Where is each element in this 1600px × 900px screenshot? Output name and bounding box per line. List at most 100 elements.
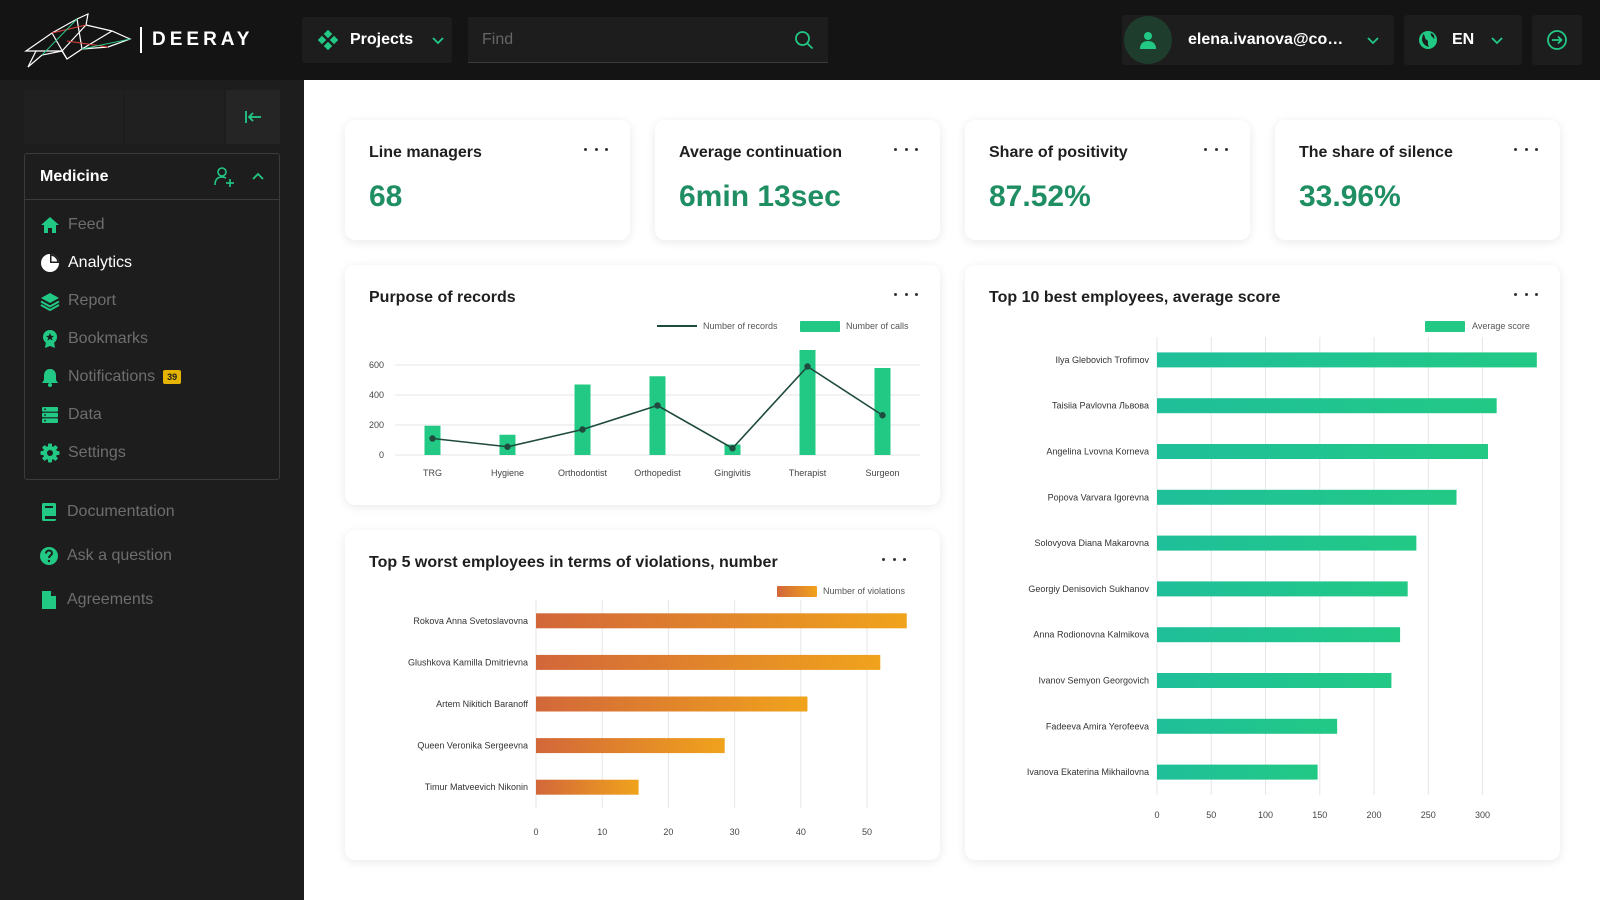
more-options-icon[interactable] (1514, 142, 1538, 156)
diamond-grid-icon (318, 30, 338, 50)
bar-number-of-calls (799, 350, 816, 455)
sidebar-item-feed[interactable]: Feed (25, 206, 279, 244)
stat-card-share-positivity: Share of positivity 87.52% (965, 120, 1250, 240)
sidebar-item-analytics[interactable]: Analytics (25, 244, 279, 282)
sidebar-item-report[interactable]: Report (25, 282, 279, 320)
more-options-icon[interactable] (894, 287, 918, 301)
bar-average-score (1157, 581, 1408, 597)
notification-count-badge: 39 (163, 370, 182, 384)
x-tick-label: 0 (533, 827, 538, 837)
sidebar-item-documentation[interactable]: Documentation (24, 490, 280, 534)
chart-card-best: Top 10 best employees, average score Ave… (965, 265, 1560, 860)
y-tick-label: Rokova Anna Svetoslavovna (413, 616, 528, 626)
user-icon (1140, 32, 1156, 49)
user-menu[interactable]: elena.ivanova@com... (1122, 15, 1394, 65)
bar-number-of-calls (649, 376, 666, 455)
x-tick-label: TRG (423, 468, 442, 478)
worst-employees-chart: Number of violations 0 10 20 30 40 50 Rokova An… (408, 586, 907, 837)
bar-number-of-violations (536, 738, 725, 754)
avatar (1124, 16, 1172, 64)
x-tick-label: 250 (1421, 810, 1436, 820)
bar-average-score (1157, 718, 1338, 734)
logo-separator (140, 27, 142, 53)
stat-value: 33.96% (1299, 180, 1401, 213)
layers-icon (40, 291, 60, 311)
sidebar-item-label: Data (68, 406, 102, 423)
x-tick-label: 150 (1312, 810, 1327, 820)
x-tick-label: 30 (730, 827, 740, 837)
sidebar-item-notifications[interactable]: Notifications 39 (25, 358, 279, 396)
stat-value: 68 (369, 180, 403, 213)
search-icon[interactable] (794, 30, 814, 50)
bar-number-of-violations (536, 654, 881, 670)
stat-title: Share of positivity (989, 144, 1128, 161)
language-selector[interactable]: EN (1404, 15, 1522, 65)
bar-average-score (1157, 352, 1537, 368)
add-user-button[interactable] (213, 166, 235, 188)
legend-label: Number of calls (846, 321, 909, 331)
y-tick-label: Angelina Lvovna Korneva (1046, 447, 1149, 457)
sidebar-item-label: Feed (68, 216, 105, 233)
stat-value: 87.52% (989, 180, 1091, 213)
y-tick-label: Artem Nikitich Baranoff (436, 699, 528, 709)
pie-chart-icon (40, 253, 60, 273)
sidebar-item-agreements[interactable]: Agreements (24, 578, 280, 622)
point-number-of-records (429, 435, 436, 442)
point-number-of-records (579, 426, 586, 433)
y-tick-label: Timur Matveevich Nikonin (425, 782, 528, 792)
collapse-sidebar-button[interactable] (226, 90, 280, 144)
sidebar-item-settings[interactable]: Settings (25, 434, 279, 472)
stat-card-line-managers: Line managers 68 (345, 120, 630, 240)
bar-average-score (1157, 535, 1417, 551)
search-input[interactable] (482, 30, 794, 49)
book-icon (39, 502, 59, 522)
stat-title: Average continuation (679, 144, 842, 161)
x-tick-label: Therapist (789, 468, 827, 478)
sidebar-item-label: Documentation (67, 503, 175, 520)
question-icon (39, 546, 59, 566)
bar-average-score (1157, 444, 1488, 459)
chart-title: Top 5 worst employees in terms of violat… (369, 554, 778, 571)
sidebar-item-data[interactable]: Data (25, 396, 279, 434)
add-user-icon (214, 166, 234, 187)
y-tick-label: Popova Varvara Igorevna (1048, 492, 1149, 502)
sidebar-item-bookmarks[interactable]: Bookmarks (25, 320, 279, 358)
y-tick-label: Georgiy Denisovich Sukhanov (1028, 584, 1149, 594)
point-number-of-records (804, 363, 811, 370)
project-group-header[interactable]: Medicine (25, 154, 279, 200)
badge-icon (40, 329, 60, 349)
projects-dropdown[interactable]: Projects (302, 17, 452, 63)
sidebar: Medicine Feed (0, 80, 304, 900)
shark-logo-icon (24, 12, 132, 68)
y-tick-label: Fadeeva Amira Yerofeeva (1046, 721, 1149, 731)
legend-bar-swatch (1425, 321, 1465, 332)
y-tick-label: Ivanova Ekaterina Mikhailovna (1027, 767, 1149, 777)
sidebar-item-ask-question[interactable]: Ask a question (24, 534, 280, 578)
collapse-left-icon (245, 111, 261, 123)
sidebar-item-label: Settings (68, 444, 126, 461)
legend-label: Number of violations (823, 586, 906, 596)
bar-number-of-calls (874, 368, 891, 455)
y-tick-label: Taisiia Pavlovna Львова (1052, 401, 1149, 411)
bar-average-score (1157, 489, 1457, 505)
project-group-title: Medicine (40, 167, 109, 185)
x-tick-label: 100 (1258, 810, 1273, 820)
more-options-icon[interactable] (882, 552, 906, 566)
collapse-group-button[interactable] (251, 170, 265, 184)
x-tick-label: 0 (1154, 810, 1159, 820)
stat-title: The share of silence (1299, 144, 1453, 161)
project-group: Medicine Feed (24, 153, 280, 480)
logo[interactable]: DEERAY (22, 10, 272, 70)
legend-label: Average score (1472, 321, 1530, 331)
x-tick-label: 300 (1475, 810, 1490, 820)
x-tick-label: Gingivitis (714, 468, 751, 478)
bar-average-score (1157, 764, 1318, 780)
user-email: elena.ivanova@com... (1188, 31, 1348, 48)
y-tick-label: Ivanov Semyon Georgovich (1038, 676, 1149, 686)
more-options-icon[interactable] (1204, 142, 1228, 156)
more-options-icon[interactable] (1514, 287, 1538, 301)
more-options-icon[interactable] (894, 142, 918, 156)
legend-bar-swatch (777, 586, 817, 597)
logout-button[interactable] (1532, 15, 1582, 65)
more-options-icon[interactable] (584, 142, 608, 156)
